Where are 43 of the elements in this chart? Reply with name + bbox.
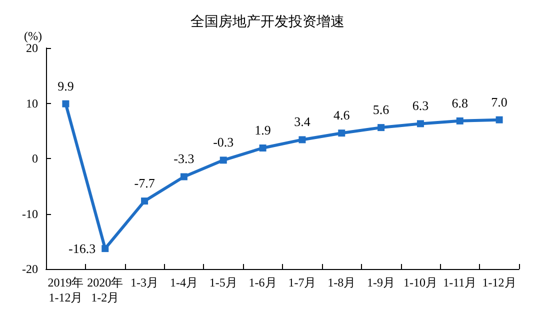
data-label: -0.3 <box>213 134 234 150</box>
point <box>416 120 424 128</box>
x-tick-label: 1-9月 <box>367 276 396 290</box>
x-tick-label: 2020年 1-2月 <box>87 276 124 304</box>
x-tick-label: 1-8月 <box>328 276 356 290</box>
x-tick-label: 1-7月 <box>288 276 316 290</box>
point <box>62 100 70 108</box>
y-tick-label: 10 <box>26 96 38 110</box>
point <box>298 136 306 144</box>
x-tick-label: 1-4月 <box>170 276 198 290</box>
point <box>456 117 464 124</box>
point <box>141 198 148 205</box>
point <box>259 144 266 152</box>
point <box>220 156 227 164</box>
point <box>180 173 188 180</box>
data-label: -7.7 <box>134 176 156 191</box>
y-tick-label: -20 <box>22 262 38 276</box>
x-tick-label: 2019年 1-12月 <box>48 276 84 304</box>
data-label: 9.9 <box>58 78 74 94</box>
data-label: 1.9 <box>254 122 271 138</box>
point <box>378 124 385 132</box>
data-label: 3.4 <box>294 114 311 130</box>
point <box>496 116 503 124</box>
data-label: 4.6 <box>334 108 350 123</box>
data-label: 6.8 <box>452 95 468 110</box>
point <box>102 245 109 252</box>
x-tick-label: 1-10月 <box>403 276 438 290</box>
x-tick-label: 1-6月 <box>248 276 277 290</box>
data-label: -16.3 <box>68 241 96 256</box>
data-label: 6.3 <box>412 98 429 114</box>
x-tick-label: 1-5月 <box>209 276 238 290</box>
chart-title: 全国房地产开发投资增速 <box>190 14 344 30</box>
y-tick-label: 0 <box>32 152 38 166</box>
x-tick-label: 1-11月 <box>443 276 477 290</box>
point <box>338 130 346 137</box>
data-label: 5.6 <box>372 102 390 118</box>
y-axis-title: (%) <box>24 29 42 43</box>
data-label: -3.3 <box>174 151 194 166</box>
y-tick-label: -10 <box>22 206 38 221</box>
data-label: 7.0 <box>491 94 508 110</box>
x-tick-label: 1-3月 <box>130 276 159 290</box>
x-tick-label: 1-12月 <box>482 276 516 290</box>
y-tick-label: 20 <box>26 41 38 55</box>
